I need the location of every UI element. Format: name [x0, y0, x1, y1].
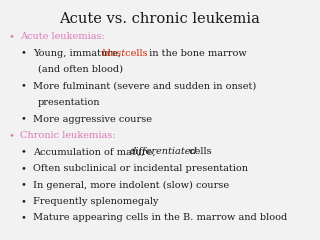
Text: presentation: presentation: [38, 98, 100, 107]
Text: blast: blast: [101, 48, 125, 58]
Text: in the bone marrow: in the bone marrow: [146, 48, 246, 58]
Text: differentiated: differentiated: [130, 148, 197, 156]
Text: •: •: [20, 148, 26, 156]
Text: (and often blood): (and often blood): [38, 65, 123, 74]
Text: •: •: [20, 197, 26, 206]
Text: cells: cells: [186, 148, 212, 156]
Text: Acute vs. chronic leukemia: Acute vs. chronic leukemia: [60, 12, 260, 26]
Text: In general, more indolent (slow) course: In general, more indolent (slow) course: [33, 180, 229, 190]
Text: •: •: [20, 48, 26, 58]
Text: •: •: [8, 131, 14, 140]
Text: More fulminant (severe and sudden in onset): More fulminant (severe and sudden in ons…: [33, 82, 256, 90]
Text: Accumulation of mature,: Accumulation of mature,: [33, 148, 159, 156]
Text: Often subclinical or incidental presentation: Often subclinical or incidental presenta…: [33, 164, 248, 173]
Text: •: •: [20, 114, 26, 124]
Text: Mature appearing cells in the B. marrow and blood: Mature appearing cells in the B. marrow …: [33, 214, 287, 222]
Text: Acute leukemias:: Acute leukemias:: [20, 32, 105, 41]
Text: cells: cells: [122, 48, 147, 58]
Text: •: •: [8, 32, 14, 41]
Text: Chronic leukemias:: Chronic leukemias:: [20, 131, 116, 140]
Text: •: •: [20, 82, 26, 90]
Text: Frequently splenomegaly: Frequently splenomegaly: [33, 197, 158, 206]
Text: Young, immature,: Young, immature,: [33, 48, 124, 58]
Text: •: •: [20, 164, 26, 173]
Text: More aggressive course: More aggressive course: [33, 114, 152, 124]
Text: •: •: [20, 214, 26, 222]
Text: •: •: [20, 180, 26, 190]
